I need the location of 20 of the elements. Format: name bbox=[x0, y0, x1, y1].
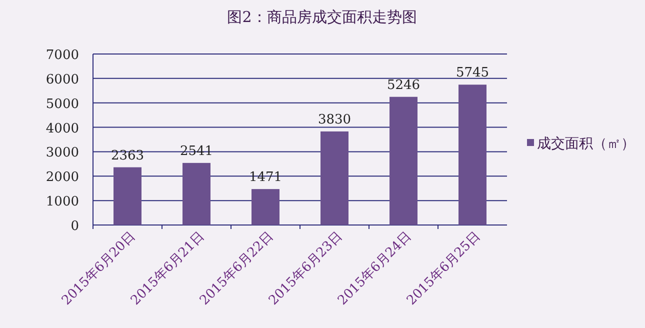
legend-label: 成交面积（㎡） bbox=[537, 136, 635, 152]
y-tick-label: 5000 bbox=[46, 96, 79, 112]
bar bbox=[114, 167, 142, 225]
data-label: 3830 bbox=[318, 112, 352, 128]
y-tick-label: 0 bbox=[70, 219, 79, 234]
data-label: 5246 bbox=[386, 78, 420, 93]
bar bbox=[252, 189, 280, 225]
data-label: 2363 bbox=[110, 148, 144, 164]
bar bbox=[182, 162, 210, 225]
y-tick-label: 3000 bbox=[46, 146, 79, 161]
bar bbox=[320, 131, 348, 225]
y-tick-label: 2000 bbox=[46, 170, 79, 186]
bar bbox=[390, 96, 418, 225]
y-tick-label: 7000 bbox=[46, 48, 79, 63]
y-tick-label: 1000 bbox=[46, 194, 79, 210]
y-tick-label: 6000 bbox=[46, 72, 79, 88]
y-tick-label: 4000 bbox=[46, 121, 79, 136]
bar bbox=[458, 84, 486, 225]
chart-title: 图2：商品房成交面积走势图 bbox=[227, 8, 417, 26]
data-label: 5745 bbox=[456, 66, 490, 81]
